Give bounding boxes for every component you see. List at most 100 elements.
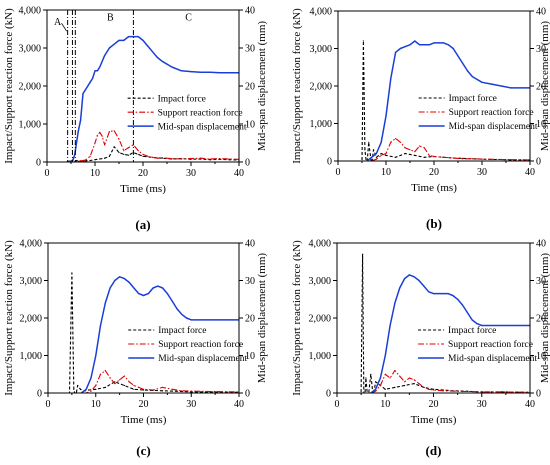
data-point <box>104 55 106 57</box>
data-point <box>132 36 134 38</box>
plot-frame <box>47 242 240 394</box>
data-point <box>408 274 410 276</box>
data-point <box>82 93 84 95</box>
data-point <box>209 390 211 393</box>
y-left-tick-label: 4,000 <box>309 239 332 250</box>
data-point <box>413 276 415 278</box>
data-point <box>113 130 115 132</box>
data-point <box>85 160 87 162</box>
data-point <box>133 287 135 289</box>
y-right-tick-label: 20 <box>245 314 255 325</box>
series-line-impact-force <box>48 272 239 393</box>
data-point <box>200 71 202 73</box>
data-point <box>471 319 473 321</box>
data-point <box>481 324 483 327</box>
y-right-tick-label: 10 <box>245 120 255 131</box>
y-left-tick-label: 2,000 <box>310 82 333 93</box>
data-point <box>89 81 91 83</box>
data-point <box>99 373 102 375</box>
x-tick-label: 20 <box>139 399 149 410</box>
data-point <box>452 390 454 392</box>
x-tick-label: 30 <box>477 399 487 410</box>
data-point <box>389 324 391 327</box>
data-point <box>395 156 397 158</box>
data-point <box>96 70 98 72</box>
y-left-tick-label: 3,000 <box>19 44 42 55</box>
data-point <box>152 389 154 391</box>
data-point <box>390 141 392 143</box>
data-point <box>128 147 130 149</box>
data-point <box>123 375 125 377</box>
data-point <box>123 153 125 155</box>
data-point <box>471 76 473 78</box>
y-left-axis-label: Impact/Support reaction force (kN) <box>3 240 15 396</box>
data-point <box>390 77 392 80</box>
legend-label: Impact force <box>448 325 496 336</box>
data-point <box>185 317 188 319</box>
data-point <box>76 159 78 162</box>
x-tick-label: 40 <box>525 167 535 178</box>
data-point <box>371 156 373 158</box>
data-point <box>113 146 115 148</box>
data-point <box>123 278 125 280</box>
data-point <box>104 369 106 372</box>
data-point <box>200 319 202 321</box>
panel-caption: (a) <box>135 217 150 232</box>
data-point <box>375 152 377 155</box>
data-point <box>114 383 116 385</box>
legend-label: Support reaction force <box>158 107 243 118</box>
data-point <box>442 390 444 392</box>
y-right-tick-label: 20 <box>245 82 255 93</box>
data-point <box>471 390 473 393</box>
data-point <box>152 51 154 53</box>
data-point <box>118 138 120 140</box>
y-right-tick-label: 30 <box>245 44 255 55</box>
data-point <box>161 157 163 159</box>
data-point <box>171 300 173 302</box>
y-right-tick-label: 40 <box>536 7 546 18</box>
y-right-tick-label: 30 <box>536 44 546 55</box>
data-point <box>101 135 103 137</box>
data-point <box>413 379 415 381</box>
data-point <box>457 298 459 300</box>
legend-label: Mid-span displacement <box>158 122 247 132</box>
data-point <box>438 42 440 44</box>
y-right-tick-label: 20 <box>536 82 546 93</box>
data-point <box>152 156 154 158</box>
data-point <box>362 253 364 255</box>
data-point <box>190 71 192 73</box>
data-point <box>181 313 183 315</box>
data-point <box>500 158 502 161</box>
data-point <box>80 160 82 162</box>
data-point <box>180 158 182 160</box>
y-left-tick-label: 0 <box>327 157 332 168</box>
data-point <box>519 87 522 89</box>
x-tick-label: 20 <box>429 167 439 178</box>
data-point <box>75 396 76 397</box>
data-point <box>418 383 420 385</box>
data-point <box>379 377 381 379</box>
data-point <box>462 62 464 65</box>
x-tick-label: 30 <box>477 167 487 178</box>
data-point <box>142 155 144 157</box>
data-point <box>471 158 473 160</box>
data-point <box>389 377 391 379</box>
y-left-tick-label: 4,000 <box>19 6 42 17</box>
data-point <box>399 287 401 289</box>
data-point <box>171 388 173 390</box>
data-point <box>190 319 192 321</box>
data-point <box>423 44 425 46</box>
series-line-impact-force <box>338 40 530 161</box>
data-point <box>433 42 435 44</box>
data-point <box>461 390 463 393</box>
data-point <box>423 147 425 149</box>
data-point <box>500 324 502 327</box>
data-point <box>466 311 468 313</box>
data-point <box>133 384 135 387</box>
data-point <box>162 287 164 289</box>
y-left-tick-label: 1,000 <box>19 120 42 131</box>
annotation-label: C <box>185 13 192 24</box>
data-point <box>362 40 364 42</box>
data-point <box>384 354 386 357</box>
data-point <box>510 324 512 327</box>
